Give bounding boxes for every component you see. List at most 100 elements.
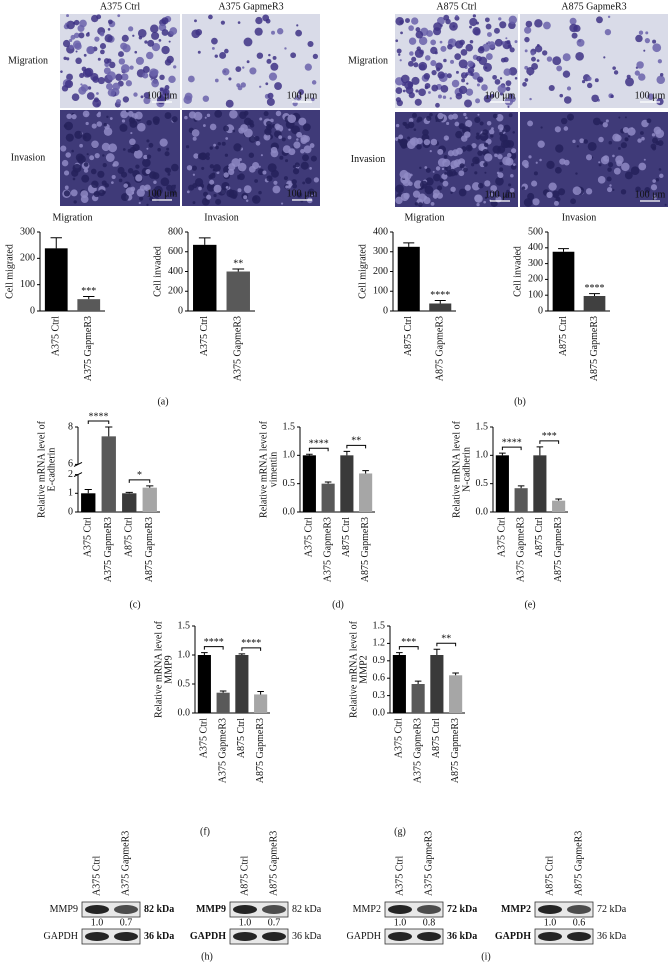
cell	[437, 112, 444, 120]
cell	[408, 181, 413, 187]
cell	[437, 94, 442, 99]
band	[262, 905, 286, 914]
y-tick-label: 1.0	[476, 450, 489, 461]
panel-label: (g)	[394, 826, 406, 837]
micrograph	[520, 14, 668, 108]
cell	[69, 38, 73, 42]
y-tick-label: 0.0	[373, 707, 386, 718]
cell	[159, 87, 164, 92]
cell	[490, 185, 498, 192]
cell	[553, 200, 559, 206]
y-tick-label: 300	[373, 246, 388, 257]
cell	[277, 28, 284, 35]
band-ratio: 1.0	[239, 917, 252, 928]
cell	[569, 17, 577, 25]
cell	[291, 179, 297, 185]
cell	[60, 70, 63, 73]
error-bar	[499, 452, 506, 456]
cell	[409, 51, 414, 56]
cell	[87, 86, 92, 90]
cell	[458, 59, 468, 69]
bar	[397, 246, 420, 311]
cell	[237, 188, 242, 193]
cell	[153, 118, 160, 125]
cell	[217, 141, 221, 146]
cell	[172, 119, 176, 123]
bar	[552, 500, 566, 512]
cell	[193, 111, 203, 121]
cell	[430, 138, 438, 146]
cell	[415, 30, 424, 39]
cell	[546, 160, 555, 170]
y-tick-label: 200	[168, 286, 183, 297]
y-tick-label: 0.6	[373, 672, 386, 683]
cell	[530, 51, 535, 56]
bar	[81, 493, 96, 512]
cell	[585, 188, 593, 195]
cell	[201, 166, 205, 170]
cell	[307, 40, 314, 48]
cell	[133, 149, 143, 159]
cell	[552, 56, 562, 66]
cell	[66, 57, 70, 61]
cell	[104, 183, 109, 188]
cell	[522, 82, 527, 87]
cell	[97, 76, 105, 85]
cell	[300, 148, 305, 154]
cell	[610, 94, 614, 99]
cell	[430, 39, 437, 46]
cell	[640, 131, 644, 135]
micrograph	[182, 14, 320, 108]
error-bar	[238, 653, 246, 655]
cell	[637, 138, 642, 143]
cell	[115, 99, 122, 105]
cell	[112, 163, 116, 167]
cell	[408, 117, 414, 123]
cell	[294, 162, 300, 168]
cell	[118, 58, 126, 65]
band	[567, 905, 591, 914]
protein-label: GAPDH	[495, 931, 531, 942]
cell	[157, 147, 161, 152]
cell	[73, 32, 80, 39]
significance-bracket	[501, 446, 522, 451]
cell	[107, 19, 113, 25]
cell	[254, 27, 263, 36]
cell	[187, 75, 195, 83]
cell	[143, 154, 148, 160]
protein-label: GAPDH	[44, 931, 78, 942]
band	[114, 932, 138, 941]
cell	[258, 190, 262, 195]
cell	[109, 117, 113, 120]
cell	[259, 85, 262, 88]
cell	[598, 163, 602, 167]
cell	[153, 180, 157, 184]
cell	[443, 58, 447, 63]
cell	[479, 132, 489, 142]
cell	[256, 52, 264, 59]
cell	[228, 77, 232, 81]
cell	[563, 159, 570, 166]
cell	[424, 166, 428, 169]
cell	[507, 44, 512, 49]
column-label: A375 Ctrl	[100, 1, 141, 12]
cell	[499, 161, 503, 166]
cell	[651, 133, 656, 137]
cell	[426, 30, 433, 37]
cell	[310, 155, 317, 162]
cell	[108, 61, 116, 69]
cell	[612, 188, 615, 192]
cell	[464, 184, 471, 191]
cell	[220, 20, 226, 25]
y-axis-label: N-cadherin	[461, 447, 472, 492]
cell	[235, 66, 242, 73]
scale-bar-label: 100 μm	[147, 188, 178, 199]
cell	[463, 72, 466, 76]
error-bar	[536, 446, 544, 456]
y-tick-label: 400	[528, 242, 543, 253]
cell	[575, 172, 578, 175]
bar	[430, 655, 444, 713]
cell	[280, 202, 284, 205]
x-tick-label: A875 GapmeR3	[450, 718, 461, 783]
